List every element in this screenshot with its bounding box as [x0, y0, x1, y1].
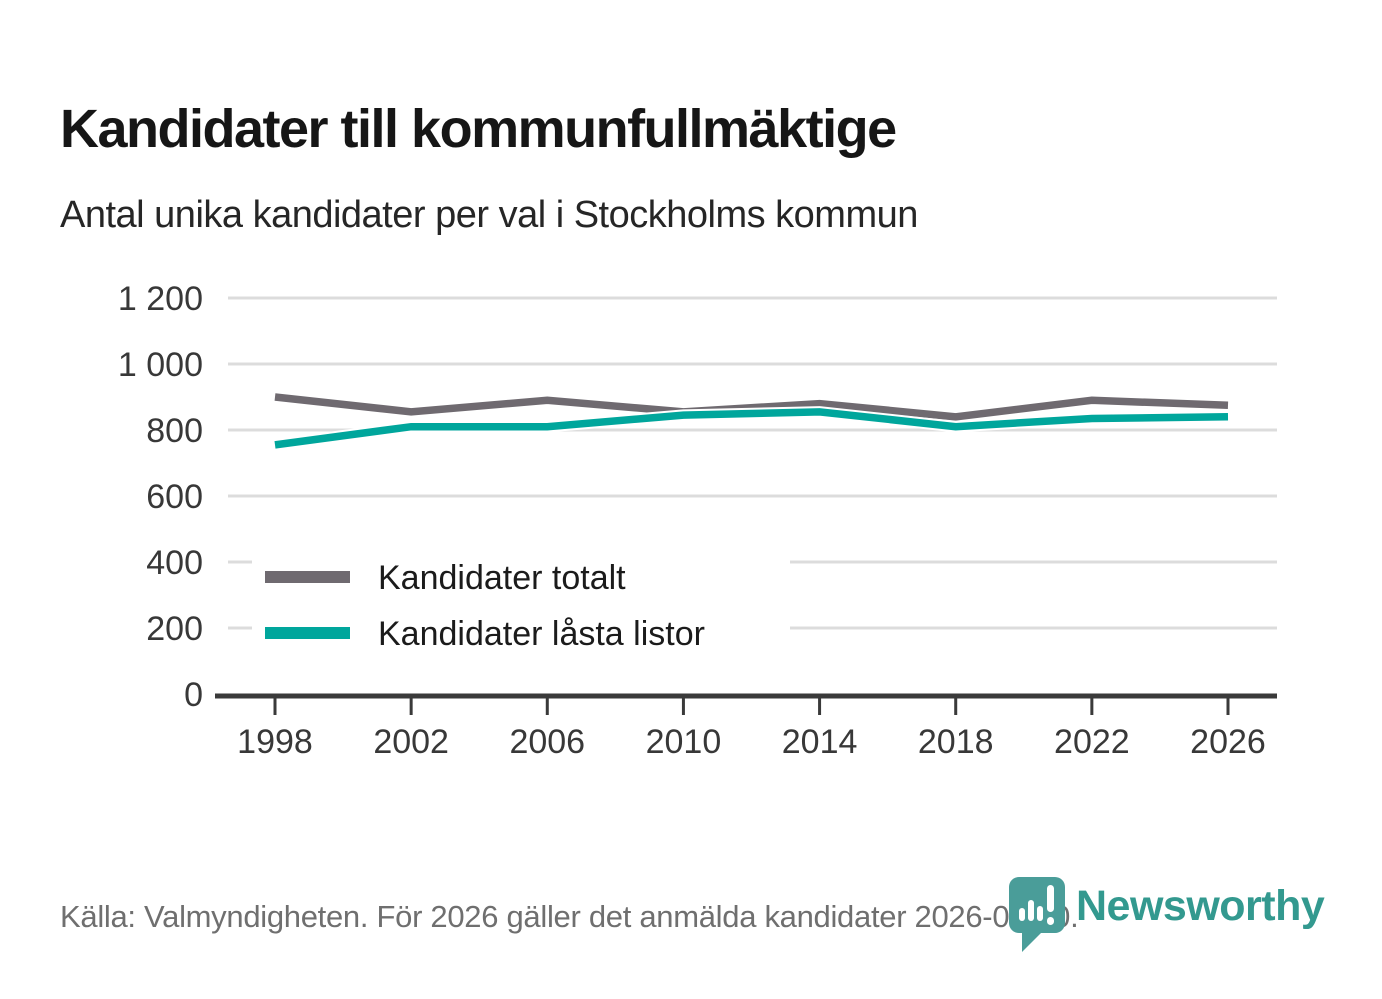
series-line-locked — [274, 408, 1229, 449]
x-tick-label: 2026 — [1190, 723, 1266, 761]
y-tick-label: 0 — [184, 676, 203, 714]
x-tick-label: 2022 — [1054, 723, 1130, 761]
y-tick-label: 200 — [146, 610, 203, 648]
y-tick-label: 400 — [146, 544, 203, 582]
chart-subtitle: Antal unika kandidater per val i Stockho… — [60, 194, 918, 236]
brand-wordmark: Newsworthy — [1076, 882, 1325, 930]
x-tick-label: 2014 — [782, 723, 858, 761]
y-tick-label: 1 200 — [118, 280, 203, 318]
source-note: Källa: Valmyndigheten. För 2026 gäller d… — [60, 899, 1079, 934]
x-tick-label: 2006 — [509, 723, 585, 761]
newsworthy-logo-icon — [1009, 877, 1065, 952]
legend-label: Kandidater låsta listor — [378, 615, 705, 653]
y-tick-label: 600 — [146, 478, 203, 516]
newsworthy-logo: Newsworthy — [1008, 876, 1338, 966]
legend-label: Kandidater totalt — [378, 559, 626, 597]
x-tick-label: 2018 — [918, 723, 994, 761]
y-tick-label: 1 000 — [118, 346, 203, 384]
x-tick-label: 2002 — [373, 723, 449, 761]
y-tick-label: 800 — [146, 412, 203, 450]
series-line-total — [274, 393, 1229, 421]
logo-barchart-icon — [1019, 885, 1054, 925]
x-tick-label: 1998 — [237, 723, 313, 761]
x-tick-label: 2010 — [646, 723, 722, 761]
page-title: Kandidater till kommunfullmäktige — [60, 99, 897, 160]
